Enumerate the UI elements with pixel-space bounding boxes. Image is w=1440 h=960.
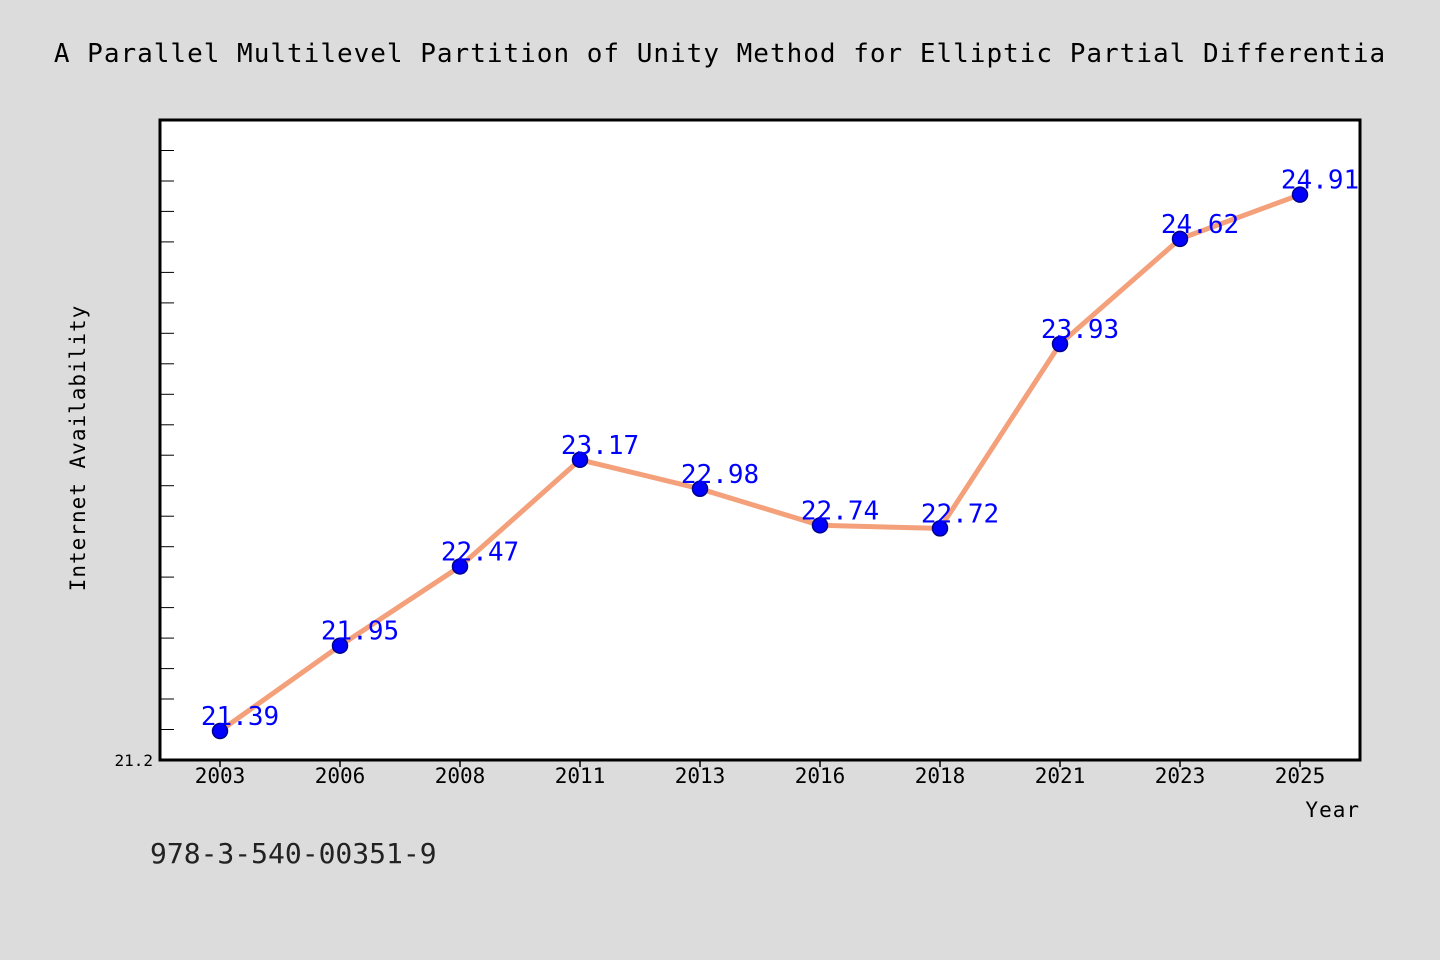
data-point bbox=[691, 480, 709, 498]
x-tick-label: 2023 bbox=[1155, 764, 1206, 788]
data-point bbox=[1171, 230, 1189, 248]
data-point bbox=[931, 520, 949, 537]
data-labels: 21.39 21.95 22.47 23.17 22.98 22.74 22.7… bbox=[201, 166, 1359, 732]
data-point bbox=[1051, 335, 1069, 353]
data-point bbox=[811, 517, 829, 534]
data-point bbox=[451, 558, 469, 575]
data-label: 23.93 bbox=[1041, 315, 1119, 345]
data-point bbox=[1291, 186, 1309, 203]
y-tick-label-21-2: 21.2 bbox=[114, 751, 153, 770]
data-point bbox=[571, 451, 589, 469]
x-tick-label: 2018 bbox=[915, 764, 966, 788]
data-point bbox=[331, 637, 349, 654]
data-label: 22.98 bbox=[681, 460, 759, 490]
x-tick-label: 2016 bbox=[795, 764, 846, 788]
x-tick-label: 2025 bbox=[1275, 764, 1326, 788]
data-label: 22.74 bbox=[801, 496, 879, 526]
data-label: 21.39 bbox=[201, 702, 279, 732]
chart-title: A Parallel Multilevel Partition of Unity… bbox=[54, 39, 1386, 69]
data-label: 22.72 bbox=[921, 499, 999, 529]
data-label: 23.17 bbox=[561, 431, 639, 461]
x-tick-label: 2021 bbox=[1035, 764, 1086, 788]
data-label: 24.62 bbox=[1161, 210, 1239, 240]
y-axis-label: Internet Availability bbox=[66, 305, 90, 592]
plot-area bbox=[158, 118, 1362, 762]
x-axis-label: Year bbox=[1305, 798, 1360, 822]
x-tick-label: 2008 bbox=[435, 764, 486, 788]
x-axis-tick-labels: 2003 2006 2008 2011 2013 2016 2018 2021 … bbox=[195, 764, 1326, 788]
data-label: 24.91 bbox=[1281, 166, 1359, 196]
x-tick-label: 2011 bbox=[555, 764, 606, 788]
data-label: 22.47 bbox=[441, 537, 519, 567]
x-tick-label: 2006 bbox=[315, 764, 366, 788]
isbn-footer: 978-3-540-00351-9 bbox=[150, 837, 437, 870]
data-markers bbox=[211, 186, 1309, 740]
x-axis-ticks bbox=[219, 760, 1301, 767]
x-tick-label: 2013 bbox=[675, 764, 726, 788]
data-label: 21.95 bbox=[321, 617, 399, 647]
series-line bbox=[217, 192, 1303, 734]
y-axis-ticks bbox=[160, 119, 174, 761]
data-point bbox=[211, 722, 229, 740]
x-tick-label: 2003 bbox=[195, 764, 246, 788]
